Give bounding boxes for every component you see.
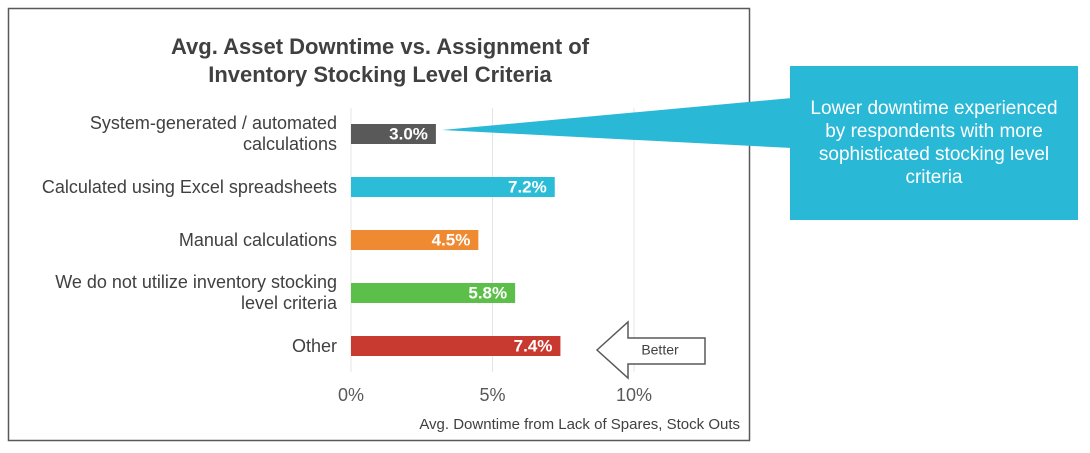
bar <box>351 124 436 144</box>
callout-text: Lower downtime experienced by respondent… <box>790 66 1078 220</box>
y-tick-label: Other <box>291 335 337 356</box>
chart-frame <box>7 7 751 442</box>
x-tick-label: 0% <box>338 385 364 405</box>
better-arrow <box>595 320 706 380</box>
bar <box>351 177 555 197</box>
x-axis-label: Avg. Downtime from Lack of Spares, Stock… <box>419 416 740 433</box>
callout-pointer <box>442 98 792 148</box>
bar <box>351 336 561 356</box>
better-label: Better <box>641 342 679 358</box>
value-label: 7.4% <box>514 336 553 355</box>
x-tick-label: 10% <box>616 385 652 405</box>
y-tick-label: System-generated / automated calculation… <box>89 113 337 154</box>
value-label: 5.8% <box>468 283 507 302</box>
chart-title: Avg. Asset Downtime vs. Assignment of In… <box>170 34 590 87</box>
y-tick-label: Manual calculations <box>178 229 337 250</box>
value-label: 3.0% <box>389 124 428 143</box>
y-tick-label: Calculated using Excel spreadsheets <box>41 176 337 197</box>
bar <box>351 230 479 250</box>
value-label: 4.5% <box>432 230 471 249</box>
bar <box>351 283 516 303</box>
x-tick-label: 5% <box>479 385 505 405</box>
y-tick-label: We do not utilize inventory stocking lev… <box>55 272 337 313</box>
value-label: 7.2% <box>508 177 547 196</box>
